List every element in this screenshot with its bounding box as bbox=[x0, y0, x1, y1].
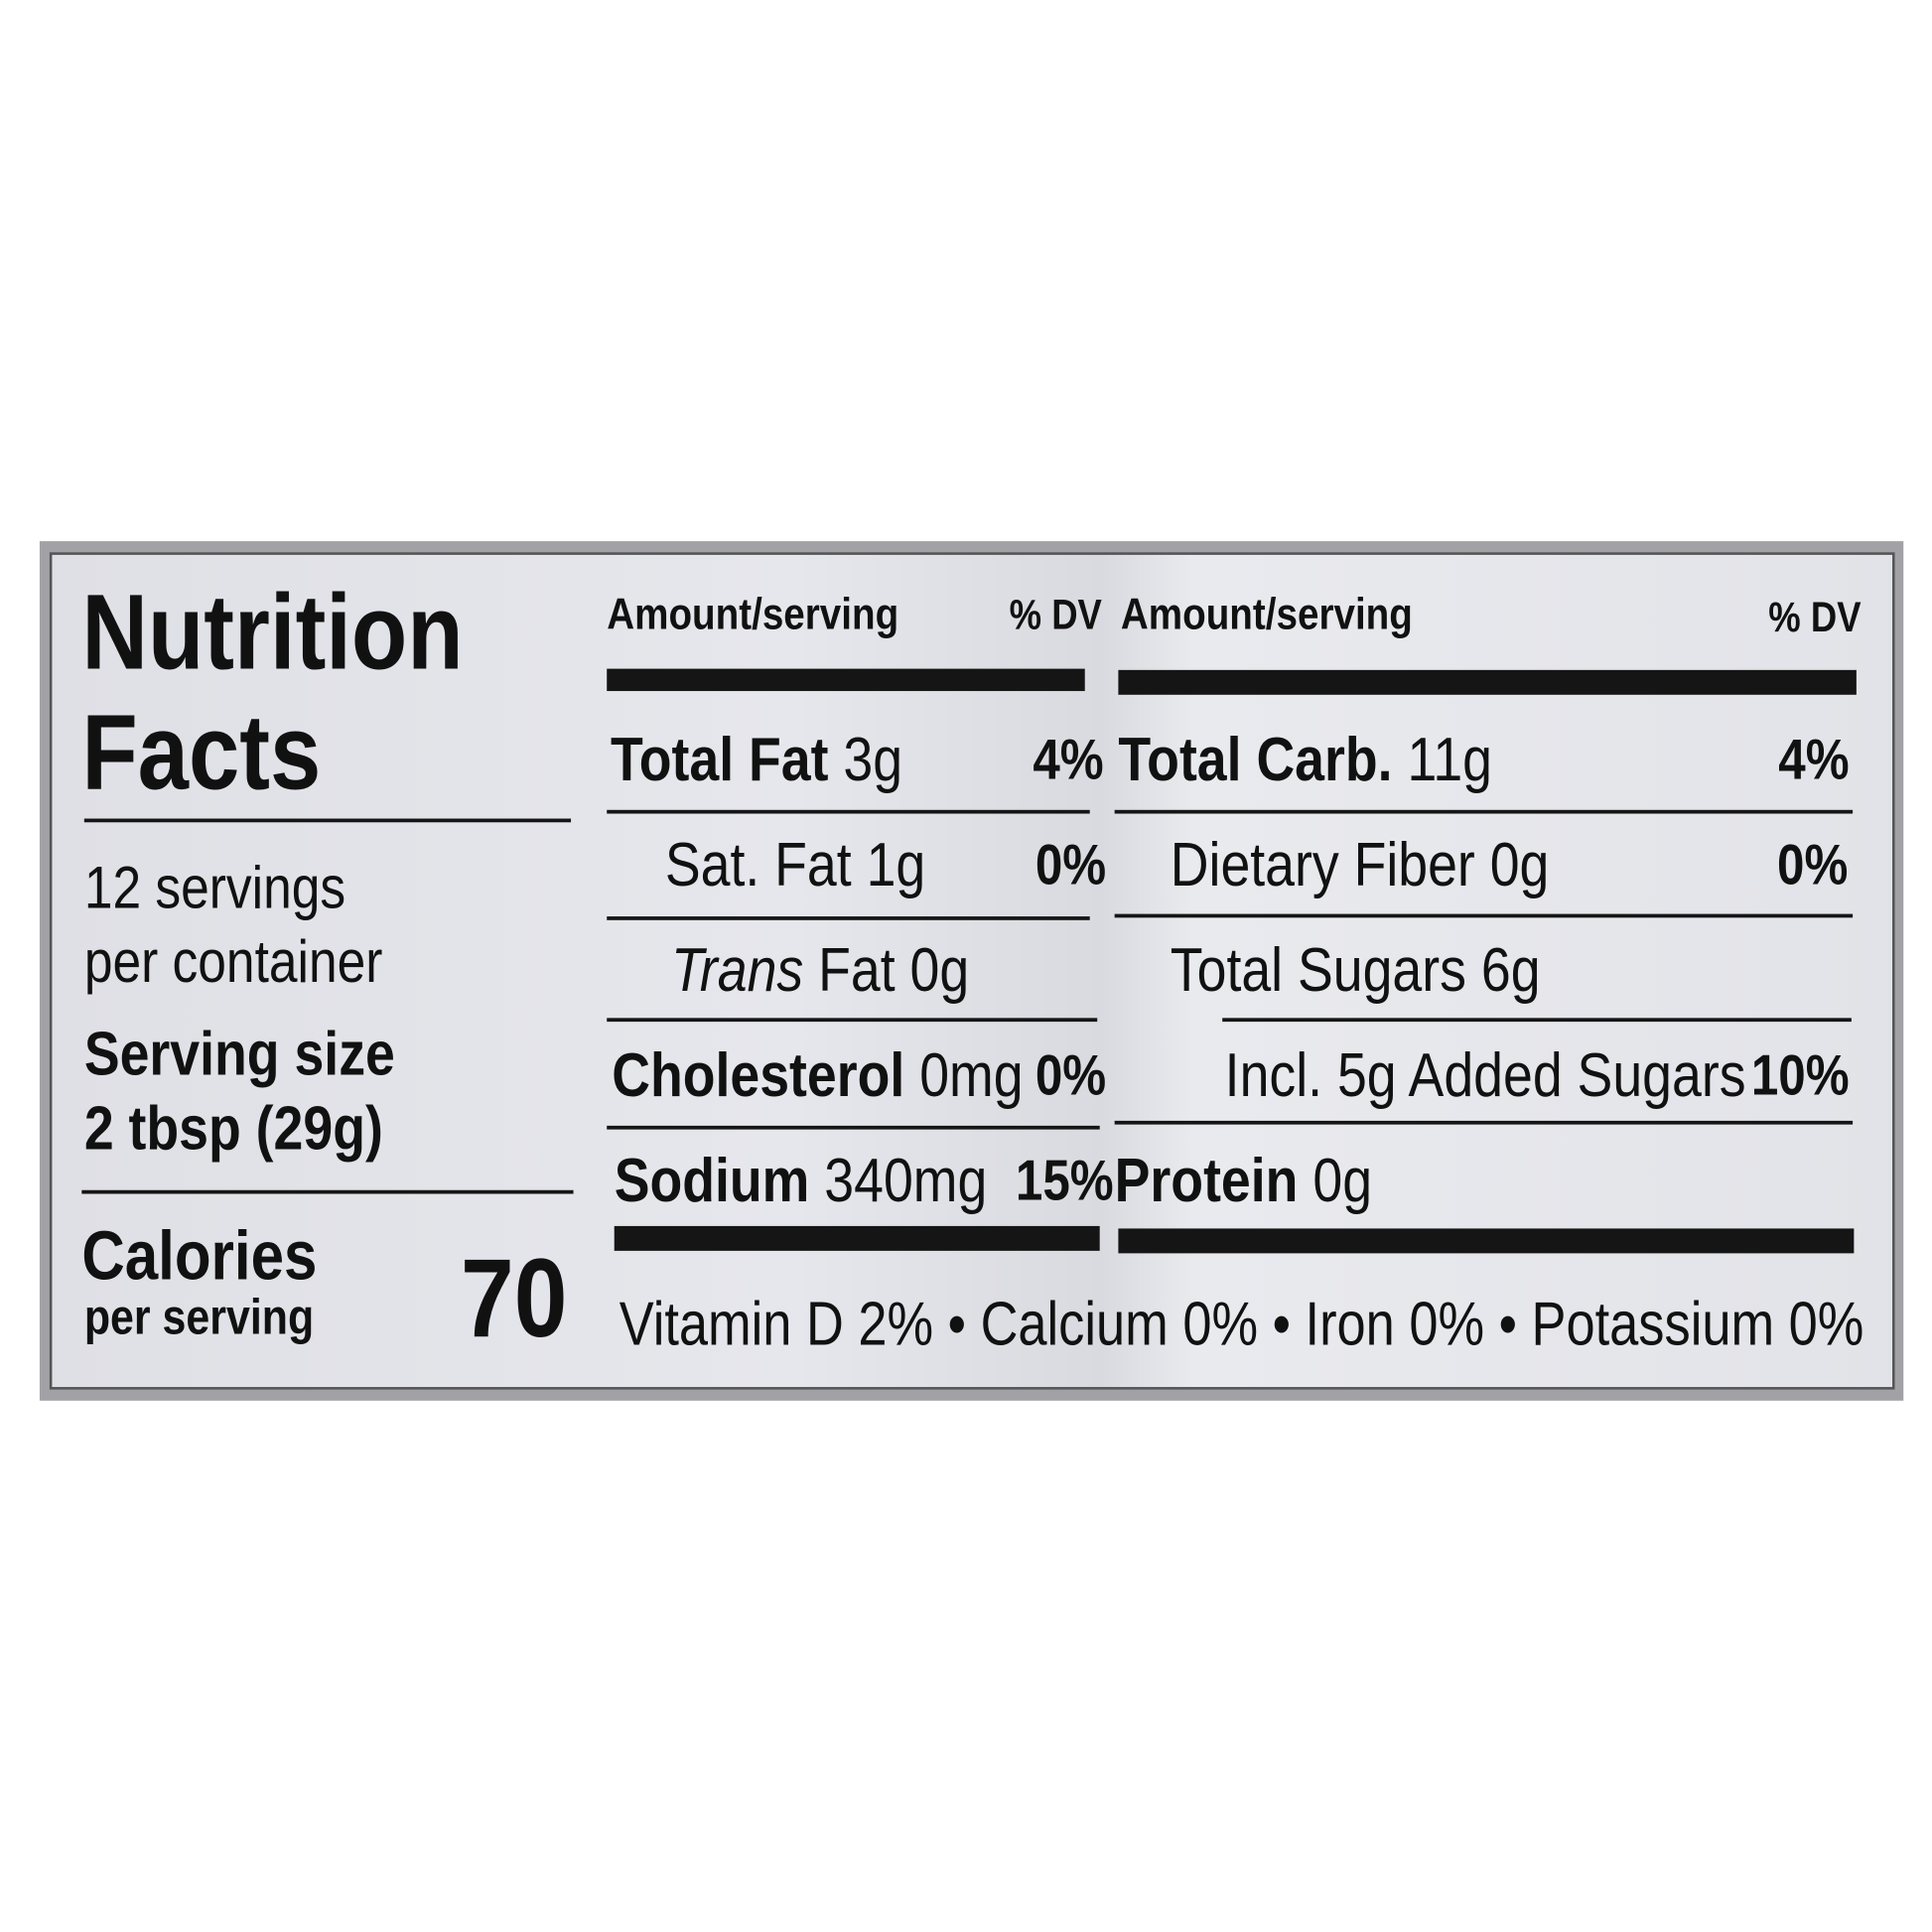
nutrient-name: Incl. 5g Added Sugars bbox=[1224, 1039, 1746, 1110]
serving-size-value-text: 2 tbsp (29g) bbox=[83, 1093, 383, 1164]
nutrient-name: Sodium bbox=[614, 1145, 810, 1215]
row-dietary-fiber: Dietary Fiber 0g bbox=[1171, 834, 1611, 896]
row-cholesterol: Cholesterol 0mg bbox=[612, 1044, 1090, 1106]
nutrient-name: Protein bbox=[1114, 1145, 1299, 1215]
nutrient-name: Total Fat bbox=[610, 724, 829, 794]
row-total-carb: Total Carb. 11g bbox=[1118, 728, 1553, 789]
nutrient-name: Total Sugars bbox=[1170, 934, 1466, 1005]
calories-label-text: Calories bbox=[81, 1215, 318, 1295]
servings: 12 servings bbox=[83, 855, 388, 922]
row-sodium: Sodium 340mg bbox=[615, 1150, 1048, 1211]
dv: 0% bbox=[1035, 1046, 1118, 1103]
header-amount-text: Amount/serving bbox=[1120, 588, 1413, 639]
row-added-sugars: Incl. 5g Added Sugars bbox=[1225, 1044, 1831, 1106]
vitamins-text: Vitamin D 2% • Calcium 0% • Iron 0% • Po… bbox=[619, 1289, 1864, 1359]
calories-value-text: 70 bbox=[461, 1237, 568, 1361]
nutrient-name: Dietary Fiber bbox=[1170, 829, 1475, 899]
divider bbox=[607, 1018, 1098, 1023]
dv: 4% bbox=[1778, 731, 1861, 787]
dv-text: 15% bbox=[1015, 1148, 1114, 1213]
dv-text: 4% bbox=[1778, 727, 1850, 792]
row-total-sugars: Total Sugars 6g bbox=[1171, 939, 1600, 1001]
left-header-dv: % DV bbox=[1010, 595, 1117, 636]
nutrient-name: Cholesterol bbox=[612, 1039, 905, 1110]
thick-bar bbox=[607, 668, 1085, 692]
divider bbox=[83, 818, 572, 823]
header-dv-text: % DV bbox=[1009, 592, 1102, 639]
dv: 0% bbox=[1777, 836, 1860, 893]
dv-text: 0% bbox=[1035, 832, 1107, 897]
title-2: Facts bbox=[81, 700, 359, 806]
dv-text: 10% bbox=[1750, 1042, 1850, 1108]
nutrient-amount: 0g bbox=[1312, 1145, 1373, 1215]
title-line2: Facts bbox=[81, 693, 322, 813]
serving-size-value: 2 tbsp (29g) bbox=[84, 1097, 432, 1159]
dv: 10% bbox=[1751, 1046, 1865, 1103]
nutrient-amount: 0mg bbox=[919, 1039, 1024, 1110]
serving-size-label: Serving size bbox=[84, 1023, 446, 1084]
servings-line2: per container bbox=[83, 929, 383, 996]
row-sat-fat: Sat. Fat 1g bbox=[665, 834, 968, 896]
title-line1: Nutrition bbox=[81, 573, 464, 693]
dv-text: 4% bbox=[1033, 727, 1104, 792]
calories-value: 70 bbox=[461, 1243, 585, 1354]
divider bbox=[607, 809, 1090, 814]
nutrient-name: Total Carb. bbox=[1118, 724, 1393, 794]
nutrient-name: Sat. Fat bbox=[664, 829, 852, 899]
dv: 0% bbox=[1035, 836, 1118, 893]
divider bbox=[1114, 1120, 1854, 1125]
thick-bar bbox=[1118, 669, 1857, 695]
row-trans-fat: Trans Fat 0g bbox=[671, 939, 1018, 1001]
divider bbox=[1114, 809, 1854, 814]
nutrient-name: Trans bbox=[671, 934, 804, 1005]
thick-bar bbox=[1118, 1228, 1855, 1254]
header-dv-text: % DV bbox=[1768, 594, 1862, 642]
thick-bar bbox=[614, 1225, 1100, 1251]
divider bbox=[607, 1125, 1100, 1130]
dv: 4% bbox=[1033, 731, 1115, 787]
servings-2: per container bbox=[83, 929, 431, 996]
divider bbox=[1222, 1018, 1852, 1023]
nutrient-amount: Fat 0g bbox=[818, 934, 970, 1005]
right-header-amount: Amount/serving bbox=[1121, 592, 1460, 636]
left-header-amount: Amount/serving bbox=[607, 592, 946, 636]
nutrient-amount: 6g bbox=[1480, 934, 1541, 1005]
calories-sub-text: per serving bbox=[83, 1290, 315, 1345]
servings-line1: 12 servings bbox=[83, 855, 346, 922]
header-amount-text: Amount/serving bbox=[607, 588, 899, 639]
nutrient-amount: 1g bbox=[866, 829, 926, 899]
title: Nutrition bbox=[81, 580, 525, 686]
divider bbox=[607, 916, 1090, 920]
calories-label: Calories bbox=[81, 1215, 355, 1295]
divider bbox=[81, 1189, 574, 1194]
right-header-dv: % DV bbox=[1768, 597, 1875, 638]
nutrient-amount: 340mg bbox=[824, 1145, 988, 1215]
row-total-fat: Total Fat 3g bbox=[611, 728, 950, 789]
serving-size-label-text: Serving size bbox=[83, 1019, 395, 1089]
nutrient-amount: 11g bbox=[1407, 724, 1492, 794]
row-protein: Protein 0g bbox=[1115, 1150, 1415, 1211]
calories-sub: per serving bbox=[84, 1293, 351, 1342]
nutrient-amount: 3g bbox=[843, 724, 903, 794]
divider bbox=[1114, 913, 1854, 918]
nutrient-amount: 0g bbox=[1489, 829, 1550, 899]
vitamins-line: Vitamin D 2% • Calcium 0% • Iron 0% • Po… bbox=[620, 1293, 1932, 1354]
dv-text: 0% bbox=[1777, 832, 1849, 897]
dv: 15% bbox=[1016, 1152, 1130, 1208]
dv-text: 0% bbox=[1035, 1042, 1107, 1108]
